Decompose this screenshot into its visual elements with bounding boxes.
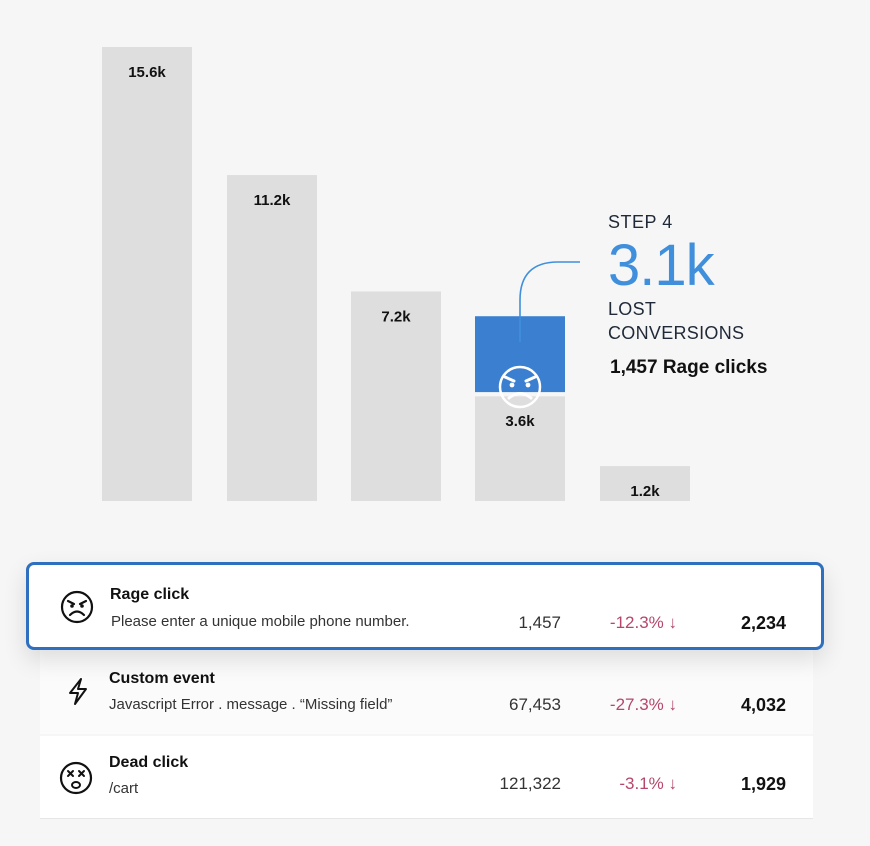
bar-value-label-3: 7.2k	[381, 308, 411, 325]
row-count: 67,453	[509, 695, 561, 714]
row-total: 4,032	[740, 695, 786, 715]
angry-face-icon	[60, 590, 94, 624]
row-title: Rage click	[110, 586, 190, 603]
funnel-bar-4	[475, 396, 565, 501]
row-change: -27.3% ↓	[609, 695, 677, 714]
row-subtitle: Please enter a unique mobile phone numbe…	[111, 613, 410, 630]
row-title: Custom event	[109, 670, 215, 687]
lightning-icon	[69, 678, 87, 705]
list-item-selected[interactable]: Rage click Please enter a unique mobile …	[26, 562, 824, 650]
callout-connector	[519, 261, 580, 342]
row-title: Dead click	[109, 754, 189, 771]
lost-label-line1: LOST	[608, 299, 657, 319]
funnel-bar-5	[600, 466, 690, 501]
row-count: 1,457	[518, 613, 561, 632]
bar-value-label-4: 3.6k	[505, 413, 535, 430]
funnel-chart: 15.6k 11.2k 7.2k 3.6k 1.2k	[102, 47, 690, 502]
dead-face-icon	[59, 761, 93, 795]
lost-value: 3.1k	[608, 233, 715, 298]
step-label: STEP 4	[608, 212, 673, 232]
row-total: 1,929	[740, 774, 786, 794]
bars-group	[102, 47, 690, 502]
row-subtitle: Javascript Error . message . “Missing fi…	[109, 696, 393, 713]
row-count: 121,322	[499, 774, 561, 793]
angry-face-icon	[498, 365, 542, 409]
bar-value-label-1: 15.6k	[128, 64, 166, 81]
rage-clicks-count: 1,457 Rage clicks	[610, 357, 768, 378]
row-change: -3.1% ↓	[619, 774, 677, 793]
list-item[interactable]: Custom event Javascript Error . message …	[40, 650, 813, 734]
row-subtitle: /cart	[109, 780, 139, 797]
bar-value-label-2: 11.2k	[254, 192, 291, 209]
bar-labels-group: 15.6k 11.2k 7.2k 3.6k 1.2k	[128, 64, 660, 500]
lost-label-line2: CONVERSIONS	[608, 323, 745, 343]
funnel-bar-2	[227, 175, 317, 502]
row-change: -12.3% ↓	[609, 613, 677, 632]
funnel-bar-3	[351, 291, 441, 501]
list-item[interactable]: Dead click /cart 121,322 -3.1% ↓ 1,929	[40, 736, 813, 819]
bar-value-label-5: 1.2k	[630, 483, 660, 500]
funnel-bar-1	[102, 47, 192, 501]
row-total: 2,234	[740, 613, 786, 633]
step-callout: STEP 4 3.1k LOST CONVERSIONS 1,457 Rage …	[608, 212, 767, 379]
